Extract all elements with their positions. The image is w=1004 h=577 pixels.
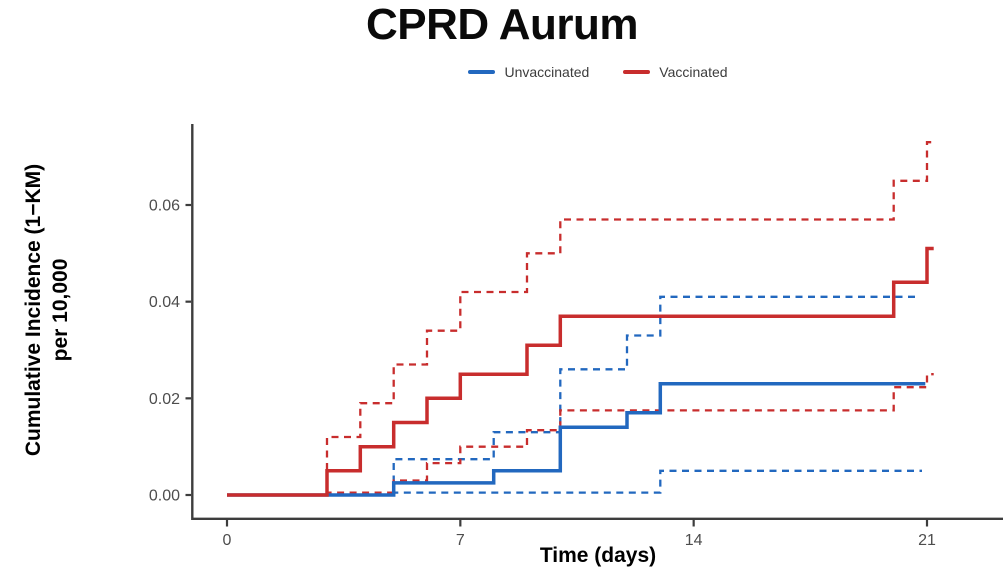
x-tick-label: 21 xyxy=(918,532,936,549)
legend-label-vaccinated: Vaccinated xyxy=(659,64,728,80)
y-tick-label: 0.06 xyxy=(149,198,180,215)
page-title: CPRD Aurum xyxy=(365,0,639,49)
series-unvaccinated-upper-95-ci xyxy=(392,295,921,495)
y-tick-label: 0.04 xyxy=(149,294,180,311)
legend-label-unvaccinated: Unvaccinated xyxy=(504,64,590,80)
x-tick-label: 7 xyxy=(456,532,465,549)
vaccinated-line-swatch-icon xyxy=(623,69,651,75)
unvaccinated-line-swatch-icon xyxy=(468,69,496,75)
series-unvaccinated xyxy=(227,382,926,497)
series-vaccinated-lower-95-ci xyxy=(325,373,934,495)
series-vaccinated-upper-95-ci xyxy=(325,141,934,495)
legend-item-unvaccinated: Unvaccinated xyxy=(468,64,589,80)
y-tick-label: 0.00 xyxy=(149,488,180,505)
series-vaccinated xyxy=(227,246,934,497)
x-axis-title: Time (days) xyxy=(540,544,656,567)
x-tick-label: 14 xyxy=(685,532,703,549)
legend-item-vaccinated: Vaccinated xyxy=(623,64,728,80)
x-tick-label: 0 xyxy=(223,532,232,549)
legend: Unvaccinated Vaccinated xyxy=(192,62,1004,82)
y-tick-label: 0.02 xyxy=(149,391,180,408)
axis-lines xyxy=(191,124,1003,520)
